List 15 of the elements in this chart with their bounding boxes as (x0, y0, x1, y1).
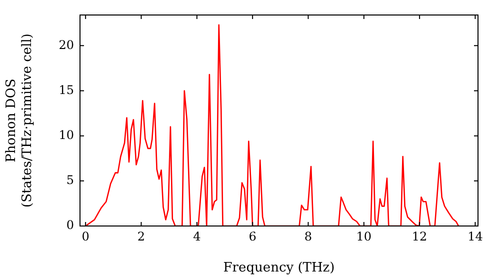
x-tick-label: 10 (356, 229, 372, 244)
x-tick-label: 0 (82, 229, 90, 244)
x-axis-title: Frequency (THz) (223, 260, 335, 276)
y-axis-title: Phonon DOS (States/THz·primitive cell) (4, 33, 35, 208)
x-tick-label: 2 (137, 229, 146, 244)
y-tick-label: 0 (66, 218, 74, 232)
y-tick-label: 15 (58, 82, 74, 97)
y-tick-label: 20 (58, 38, 74, 52)
y-tick-label: 10 (58, 128, 74, 142)
x-tick-label: 14 (468, 229, 484, 244)
x-tick-label: 8 (304, 229, 312, 244)
x-tick-label: 6 (248, 229, 256, 244)
x-tick-label: 12 (412, 229, 428, 244)
x-tick-label: 4 (193, 229, 202, 244)
y-tick-label: 5 (66, 173, 74, 188)
